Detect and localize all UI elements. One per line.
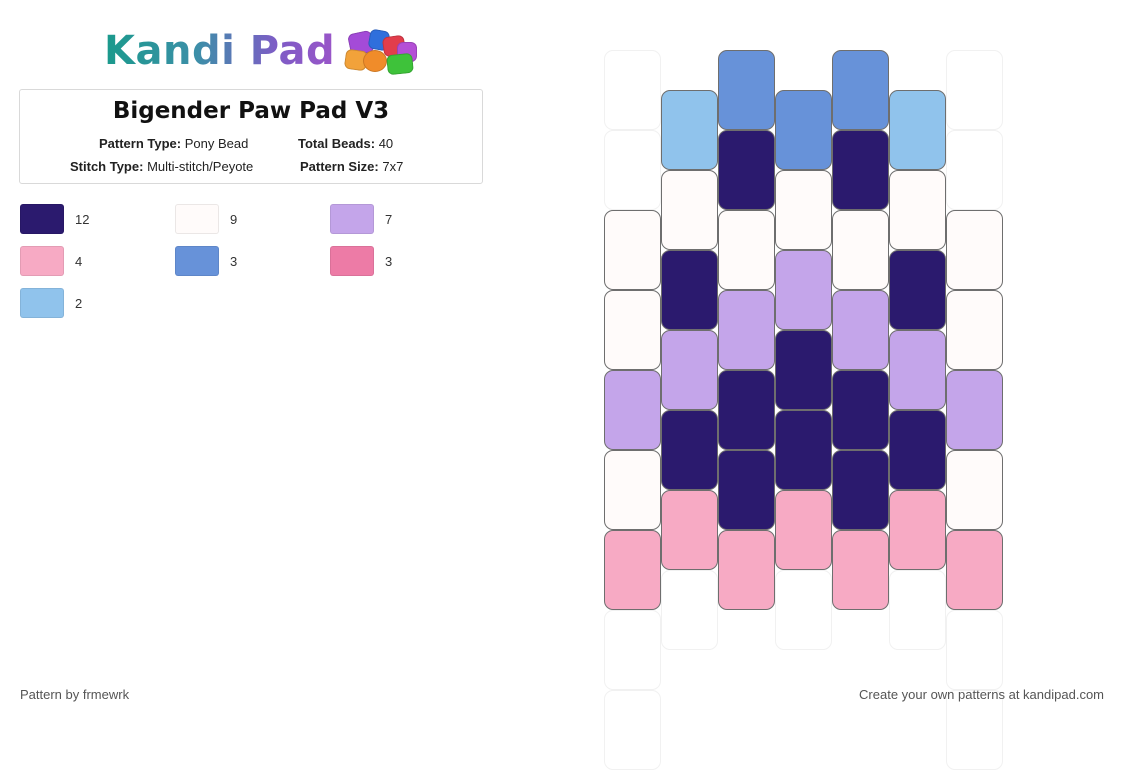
bead[interactable]: [775, 90, 832, 170]
bead-count: 2: [75, 295, 83, 311]
bead[interactable]: [775, 170, 832, 250]
bead[interactable]: [832, 290, 889, 370]
color-swatch: [20, 204, 64, 234]
bead[interactable]: [946, 450, 1003, 530]
bead-count: 9: [230, 211, 238, 227]
color-swatch: [330, 204, 374, 234]
total-beads: Total Beads: 40: [298, 136, 393, 151]
bead[interactable]: [889, 410, 946, 490]
legend-item: 9: [175, 203, 237, 235]
bead[interactable]: [604, 530, 661, 610]
pattern-type-value: Pony Bead: [184, 136, 249, 151]
bead[interactable]: [718, 290, 775, 370]
bead[interactable]: [718, 210, 775, 290]
color-swatch: [330, 246, 374, 276]
bead[interactable]: [661, 330, 718, 410]
logo-text: Kandi Pad: [104, 28, 336, 74]
bead[interactable]: [604, 370, 661, 450]
bead[interactable]: [604, 290, 661, 370]
bead[interactable]: [889, 90, 946, 170]
bead[interactable]: [832, 370, 889, 450]
empty-bead-slot[interactable]: [604, 610, 661, 690]
color-swatch: [20, 246, 64, 276]
bead[interactable]: [718, 50, 775, 130]
legend-item: 4: [20, 245, 82, 277]
pattern-size-value: 7x7: [382, 159, 404, 174]
legend-item: 3: [175, 245, 237, 277]
empty-bead-slot[interactable]: [604, 690, 661, 770]
bead-pattern-grid: [604, 50, 1003, 770]
bead[interactable]: [889, 250, 946, 330]
bead[interactable]: [775, 490, 832, 570]
bead-count: 3: [230, 253, 238, 269]
bead-count: 3: [385, 253, 393, 269]
empty-bead-slot[interactable]: [775, 570, 832, 650]
bead[interactable]: [832, 130, 889, 210]
bead[interactable]: [832, 50, 889, 130]
color-swatch: [20, 288, 64, 318]
legend-item: 12: [20, 203, 89, 235]
bead[interactable]: [661, 90, 718, 170]
bead[interactable]: [946, 290, 1003, 370]
bead[interactable]: [661, 250, 718, 330]
bead-count: 7: [385, 211, 393, 227]
pattern-author: Pattern by frmewrk: [20, 687, 130, 702]
pattern-size-label: Pattern Size:: [300, 159, 379, 174]
bead[interactable]: [832, 530, 889, 610]
bead[interactable]: [718, 450, 775, 530]
pattern-type: Pattern Type: Pony Bead: [99, 136, 248, 151]
kandi-pad-logo[interactable]: Kandi Pad: [104, 26, 418, 76]
legend-item: 3: [330, 245, 392, 277]
stitch-type-value: Multi-stitch/Peyote: [147, 159, 254, 174]
bead[interactable]: [889, 490, 946, 570]
bead[interactable]: [604, 450, 661, 530]
bead[interactable]: [661, 490, 718, 570]
pattern-type-label: Pattern Type:: [99, 136, 182, 151]
pattern-title: Bigender Paw Pad V3: [112, 98, 390, 124]
stitch-type-label: Stitch Type:: [70, 159, 144, 174]
empty-bead-slot[interactable]: [946, 690, 1003, 770]
empty-bead-slot[interactable]: [604, 130, 661, 210]
legend-item: 2: [20, 287, 82, 319]
bead[interactable]: [661, 410, 718, 490]
empty-bead-slot[interactable]: [946, 130, 1003, 210]
beads-icon: [343, 28, 418, 76]
bead[interactable]: [946, 210, 1003, 290]
bead[interactable]: [718, 130, 775, 210]
color-swatch: [175, 204, 219, 234]
pattern-info-box: Bigender Paw Pad V3 Pattern Type: Pony B…: [19, 89, 483, 184]
legend-item: 7: [330, 203, 392, 235]
bead[interactable]: [718, 530, 775, 610]
bead[interactable]: [718, 370, 775, 450]
bead[interactable]: [946, 530, 1003, 610]
bead[interactable]: [946, 370, 1003, 450]
bead[interactable]: [775, 410, 832, 490]
bead[interactable]: [775, 250, 832, 330]
empty-bead-slot[interactable]: [946, 50, 1003, 130]
empty-bead-slot[interactable]: [604, 50, 661, 130]
bead[interactable]: [832, 210, 889, 290]
bead-count: 4: [75, 253, 83, 269]
bead[interactable]: [889, 330, 946, 410]
total-beads-value: 40: [378, 136, 394, 151]
color-swatch: [175, 246, 219, 276]
total-beads-label: Total Beads:: [298, 136, 376, 151]
empty-bead-slot[interactable]: [946, 610, 1003, 690]
bead[interactable]: [889, 170, 946, 250]
bead[interactable]: [775, 330, 832, 410]
bead-count: 12: [75, 211, 90, 227]
empty-bead-slot[interactable]: [661, 570, 718, 650]
bead[interactable]: [604, 210, 661, 290]
stitch-type: Stitch Type: Multi-stitch/Peyote: [70, 159, 253, 174]
pattern-size: Pattern Size: 7x7: [300, 159, 403, 174]
bead[interactable]: [832, 450, 889, 530]
kandipad-link[interactable]: Create your own patterns at kandipad.com: [859, 687, 1104, 702]
bead[interactable]: [661, 170, 718, 250]
empty-bead-slot[interactable]: [889, 570, 946, 650]
